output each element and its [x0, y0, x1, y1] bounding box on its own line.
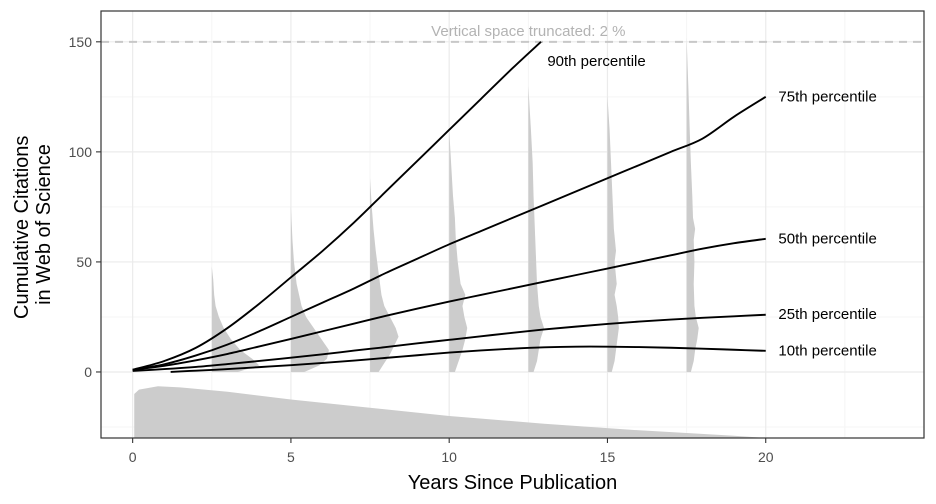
x-tick-label: 10: [441, 449, 457, 465]
truncation-annotation: Vertical space truncated: 2 %: [431, 23, 625, 40]
y-tick-label: 150: [69, 34, 93, 50]
x-tick-label: 20: [758, 449, 774, 465]
series-labels: 90th percentile 75th percentile 50th perce…: [547, 53, 876, 359]
density-shape: [290, 206, 329, 372]
y-axis-title-line-1: Cumulative Citations: [11, 136, 33, 319]
series-line: [170, 345, 766, 373]
y-tick-label: 50: [76, 254, 92, 270]
x-tick-label: 5: [287, 449, 295, 465]
x-tick-label: 0: [129, 449, 137, 465]
axes: 0 5 10 15 20 0 50 100 150: [69, 10, 925, 465]
y-tick-label: 100: [69, 144, 93, 160]
density-shape: [607, 96, 619, 372]
series-lines: [132, 41, 767, 373]
series-line: [132, 313, 766, 372]
bottom-density-shape: [134, 386, 766, 438]
density-shape: [528, 85, 544, 372]
series-line: [132, 237, 766, 371]
y-axis-title-line-2: in Web of Science: [33, 144, 55, 305]
x-tick-label: 15: [600, 449, 616, 465]
series-label: 10th percentile: [778, 342, 876, 359]
series-label: 25th percentile: [778, 306, 876, 323]
y-tick-label: 0: [84, 364, 92, 380]
density-shape: [370, 178, 399, 372]
series-label: 50th percentile: [778, 230, 876, 247]
series-label: 75th percentile: [778, 88, 876, 105]
y-axis-title: Cumulative Citations in Web of Science: [11, 130, 55, 319]
truncation-marker: Vertical space truncated: 2 %: [101, 23, 924, 43]
series-line: [132, 96, 767, 371]
panel-border: [100, 10, 925, 439]
x-axis-title: Years Since Publication: [408, 472, 617, 494]
series-line: [132, 41, 542, 371]
density-shape: [449, 129, 468, 372]
density-shape: [686, 37, 699, 372]
plot-panel: [101, 11, 924, 438]
series-label: 90th percentile: [547, 53, 645, 70]
plot-area: [101, 11, 924, 438]
